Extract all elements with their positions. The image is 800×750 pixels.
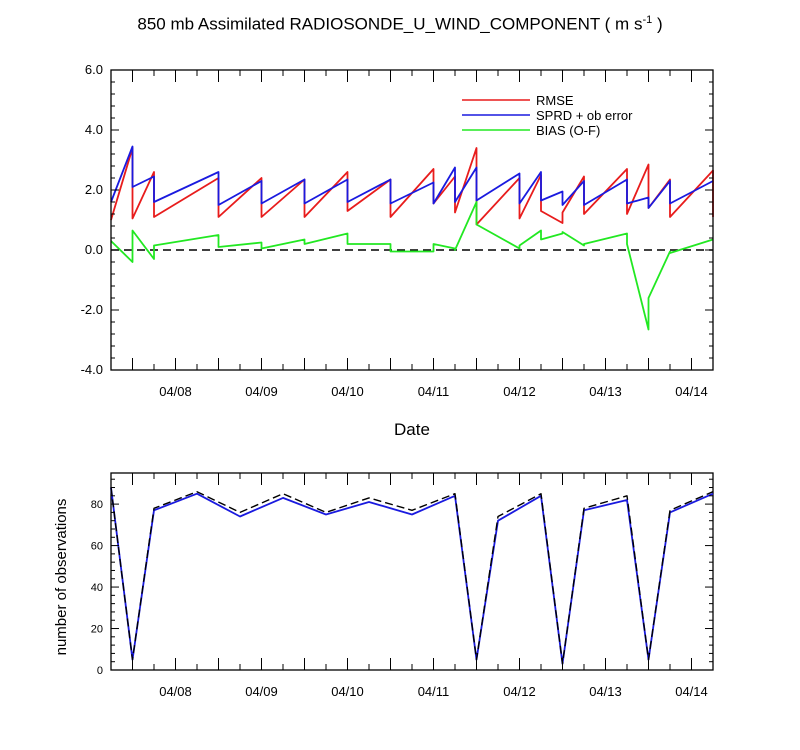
bottom-x-tick-label: 04/08: [159, 684, 192, 699]
bottom-x-tick-label: 04/13: [589, 684, 622, 699]
legend-label-bias: BIAS (O-F): [536, 123, 600, 138]
bottom-x-tick-label: 04/14: [675, 684, 708, 699]
bottom-panel: 0 20 40 60 80 04/08 04/09 04/10 04/11 04/12 04/13 0…: [53, 472, 714, 699]
top-x-tick-label: 04/10: [331, 384, 364, 399]
top-series-sprd-ob-error: [110, 145, 714, 209]
bottom-series-total-observations: [110, 487, 714, 665]
bottom-y-tick-label: 60: [91, 541, 103, 553]
chart-title-exponent: -1: [642, 14, 653, 26]
bottom-y-tick-label: 80: [91, 499, 103, 511]
legend: RMSE SPRD + ob error BIAS (O-F): [462, 93, 633, 138]
top-y-tick-label: 2.0: [85, 182, 103, 197]
top-panel: -4.0 -2.0 0.0 2.0 4.0 6.0 04/08 04/09 04/10 04/11…: [81, 62, 714, 439]
top-x-tick-label: 04/13: [589, 384, 622, 399]
top-y-tick-label: 6.0: [85, 62, 103, 77]
legend-label-sprd: SPRD + ob error: [536, 108, 633, 123]
top-series-bias-o-f: [110, 201, 714, 331]
top-x-tick-label: 04/11: [418, 384, 450, 399]
chart-title-close: ): [652, 14, 663, 34]
top-y-tick-label: -2.0: [81, 302, 103, 317]
bottom-y-tick-label: 40: [91, 582, 103, 594]
top-x-tick-label: 04/08: [159, 384, 192, 399]
top-x-tick-label: 04/14: [675, 384, 708, 399]
top-series-rmse: [110, 147, 714, 226]
legend-label-rmse: RMSE: [536, 93, 574, 108]
bottom-x-tick-label: 04/12: [503, 684, 536, 699]
x-axis-label: Date: [394, 420, 430, 439]
top-x-tick-label: 04/09: [245, 384, 278, 399]
bottom-series-assimilated-observations: [110, 487, 714, 665]
top-x-tick-label: 04/12: [503, 384, 536, 399]
bottom-plot-frame: [110, 472, 714, 671]
y-axis-label-observations: number of observations: [53, 499, 70, 656]
bottom-x-tick-label: 04/10: [331, 684, 364, 699]
bottom-y-tick-label: 0: [97, 665, 103, 677]
chart-title: 850 mb Assimilated RADIOSONDE_U_WIND_COM…: [0, 14, 800, 35]
top-y-tick-label: -4.0: [81, 362, 103, 377]
bottom-x-tick-label: 04/11: [418, 684, 450, 699]
bottom-x-tick-label: 04/09: [245, 684, 278, 699]
top-y-tick-label: 4.0: [85, 122, 103, 137]
chart-title-main: 850 mb Assimilated RADIOSONDE_U_WIND_COM…: [137, 14, 643, 34]
bottom-y-tick-label: 20: [91, 624, 103, 636]
top-y-tick-label: 0.0: [85, 242, 103, 257]
